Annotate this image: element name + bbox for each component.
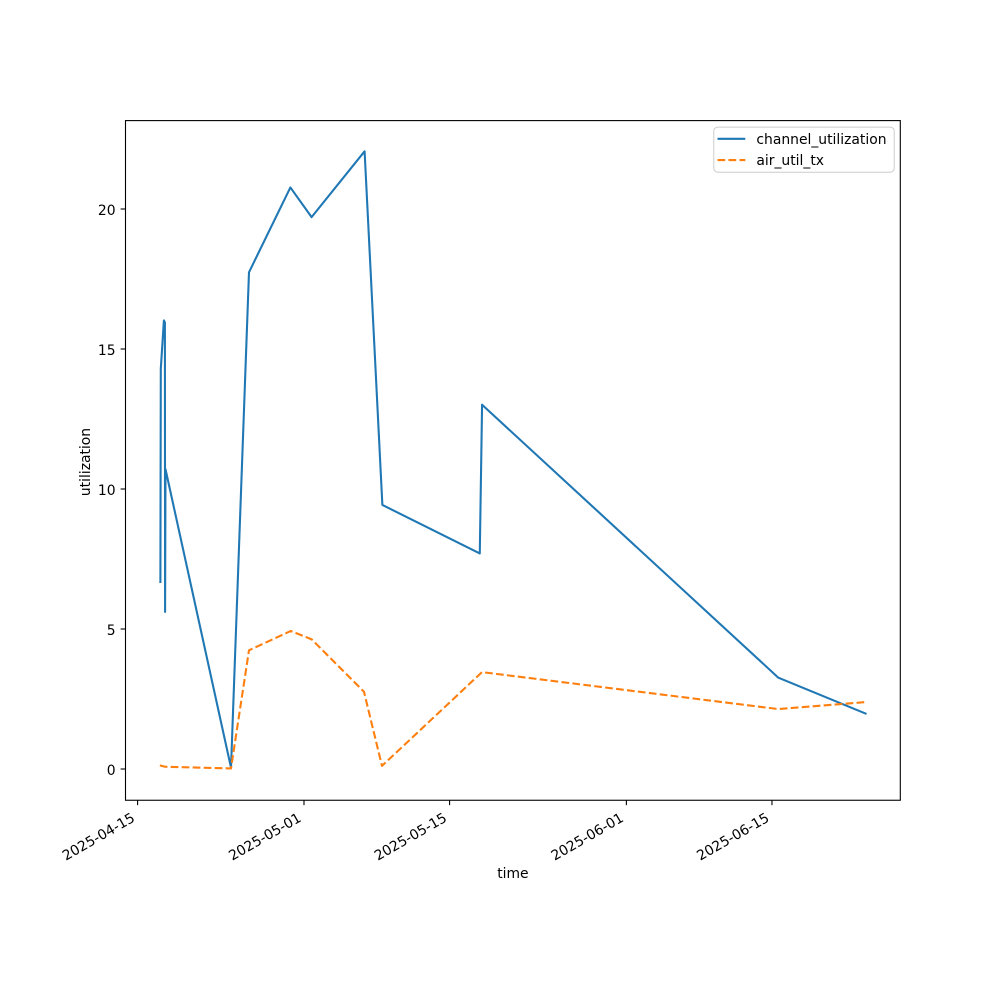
- x-tick-label: 2025-04-15: [60, 810, 138, 864]
- y-tick-label: 5: [107, 623, 116, 639]
- x-tick-label: 2025-05-01: [226, 810, 304, 864]
- plot-area: [125, 120, 901, 801]
- y-axis-label: utilization: [78, 428, 94, 496]
- axes-spines: [124, 120, 901, 801]
- legend: channel_utilization air_util_tx: [713, 126, 895, 173]
- series-line-channel_utilization: [159, 150, 867, 769]
- series-line-air_util_tx: [159, 629, 866, 770]
- x-tick-label: 2025-06-15: [694, 810, 772, 864]
- x-axis-label: time: [497, 866, 528, 882]
- y-axis-ticks: 0 5 10 15 20: [98, 203, 126, 779]
- y-tick-label: 20: [98, 203, 116, 219]
- y-tick-label: 15: [98, 343, 116, 359]
- legend-label-air-util-tx: air_util_tx: [756, 153, 824, 169]
- y-tick-label: 0: [107, 763, 116, 779]
- y-tick-label: 10: [98, 483, 116, 499]
- legend-box: [713, 126, 895, 173]
- series-lines: [159, 150, 867, 770]
- x-tick-label: 2025-05-15: [372, 810, 450, 864]
- x-tick-label: 2025-06-01: [549, 810, 627, 864]
- legend-label-channel-utilization: channel_utilization: [756, 132, 886, 148]
- x-axis-ticks: 2025-04-15 2025-05-01 2025-05-15 2025-06-01…: [60, 800, 773, 864]
